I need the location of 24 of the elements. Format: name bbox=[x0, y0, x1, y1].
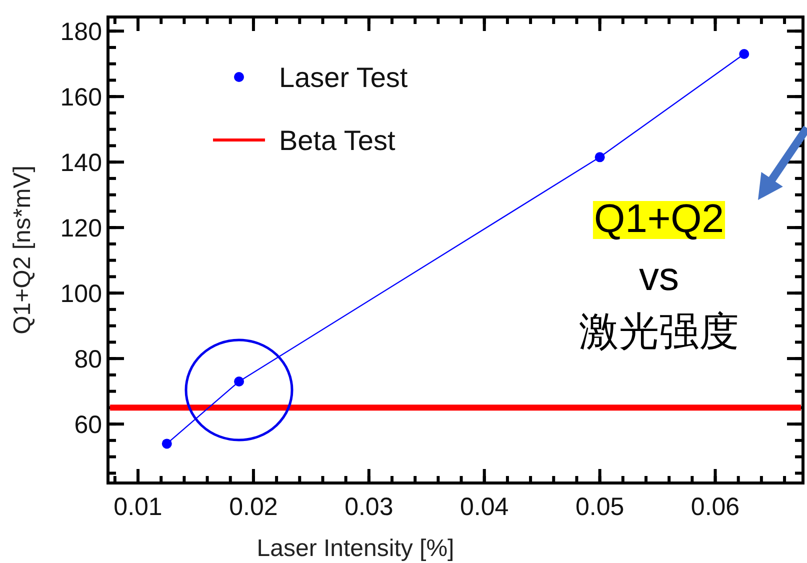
x-tick-label: 0.01 bbox=[114, 493, 162, 521]
y-tick-label: 80 bbox=[74, 346, 102, 374]
x-tick-label: 0.06 bbox=[690, 493, 740, 521]
y-axis-title: Q1+Q2 [ns*mV] bbox=[9, 166, 36, 334]
annotation: Q1+Q2 bbox=[594, 197, 724, 241]
y-tick-label: 100 bbox=[60, 280, 102, 308]
y-tick-label: 120 bbox=[60, 214, 102, 243]
legend-label: Laser Test bbox=[279, 62, 408, 93]
y-tick-label: 180 bbox=[60, 18, 102, 46]
x-tick-label: 0.05 bbox=[575, 493, 624, 521]
x-tick-label: 0.04 bbox=[460, 493, 509, 521]
y-tick-label: 60 bbox=[74, 411, 102, 440]
point bbox=[739, 49, 750, 60]
x-axis-title: Laser Intensity [%] bbox=[256, 535, 454, 562]
point bbox=[234, 376, 244, 386]
y-tick-label: 140 bbox=[60, 149, 102, 178]
y-tick-label: 160 bbox=[60, 84, 102, 112]
annotation: 激光强度 bbox=[579, 310, 739, 354]
x-tick-label: 0.03 bbox=[344, 493, 394, 521]
point bbox=[594, 152, 605, 162]
x-tick-label: 0.02 bbox=[229, 493, 278, 521]
point bbox=[162, 438, 172, 449]
annotation: vs bbox=[639, 255, 679, 299]
legend-label: Beta Test bbox=[279, 125, 396, 156]
